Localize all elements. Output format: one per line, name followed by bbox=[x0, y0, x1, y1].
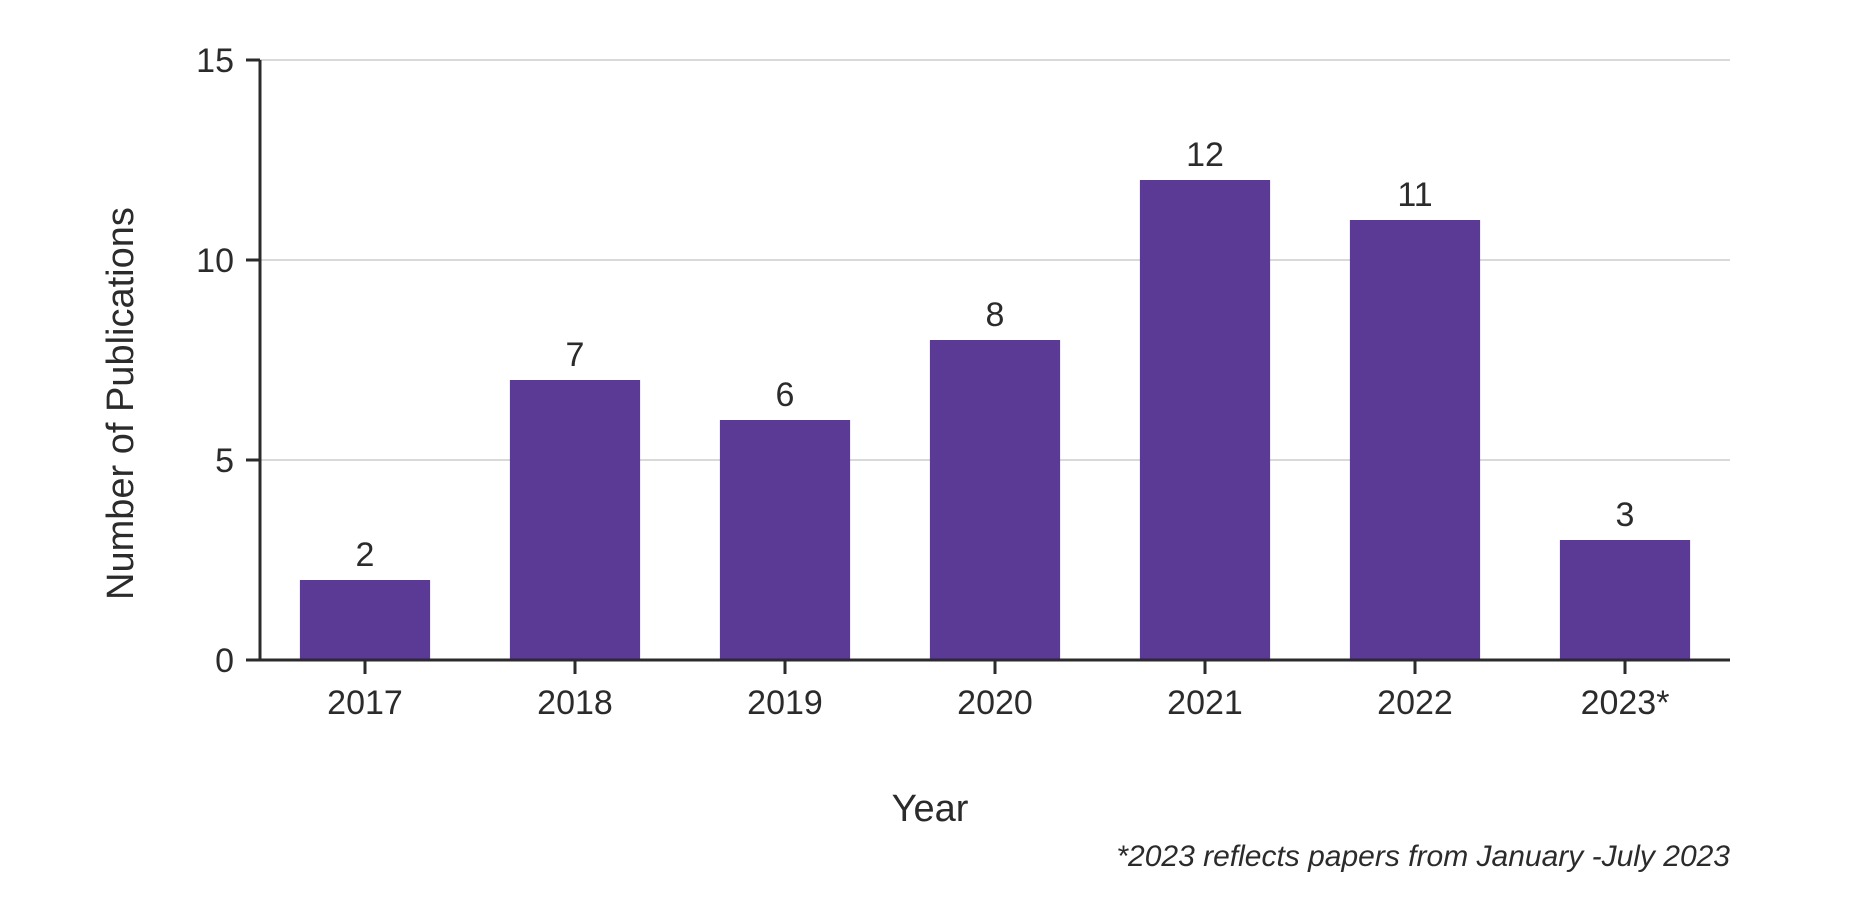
y-tick-label: 0 bbox=[215, 642, 234, 680]
bar-value-label: 2 bbox=[356, 536, 375, 574]
bar bbox=[1140, 180, 1270, 660]
y-tick-label: 10 bbox=[196, 242, 234, 280]
bar bbox=[720, 420, 850, 660]
x-tick-label: 2022 bbox=[1377, 684, 1453, 720]
bar-value-label: 11 bbox=[1397, 176, 1432, 214]
bar-value-label: 6 bbox=[776, 376, 795, 414]
x-tick-label: 2019 bbox=[747, 684, 823, 720]
chart-plot: 2 2017 7 2018 6 2019 8 2020 12 2021 11 2022 3 2023* 0 5… bbox=[110, 40, 1750, 720]
chart-footnote: *2023 reflects papers from January -July… bbox=[130, 840, 1730, 874]
x-tick-label: 2018 bbox=[537, 684, 613, 720]
x-tick-label: 2017 bbox=[327, 684, 403, 720]
bar-value-label: 8 bbox=[986, 296, 1005, 334]
bar-value-label: 3 bbox=[1616, 496, 1635, 534]
publications-bar-chart: Number of Publications 22017720186201982… bbox=[110, 40, 1750, 880]
bar bbox=[930, 340, 1060, 660]
y-axis-title: Number of Publications bbox=[100, 207, 143, 600]
y-tick-label: 15 bbox=[196, 42, 234, 80]
x-tick-label: 2021 bbox=[1167, 684, 1243, 720]
y-tick-label: 5 bbox=[215, 442, 234, 480]
bar-value-label: 7 bbox=[566, 336, 585, 374]
x-tick-label: 2020 bbox=[957, 684, 1033, 720]
bar bbox=[1560, 540, 1690, 660]
x-tick-label: 2023* bbox=[1581, 684, 1670, 720]
bar bbox=[510, 380, 640, 660]
x-axis-title: Year bbox=[110, 788, 1750, 831]
bar bbox=[1350, 220, 1480, 660]
bar-value-label: 12 bbox=[1186, 136, 1224, 174]
bar bbox=[300, 580, 430, 660]
